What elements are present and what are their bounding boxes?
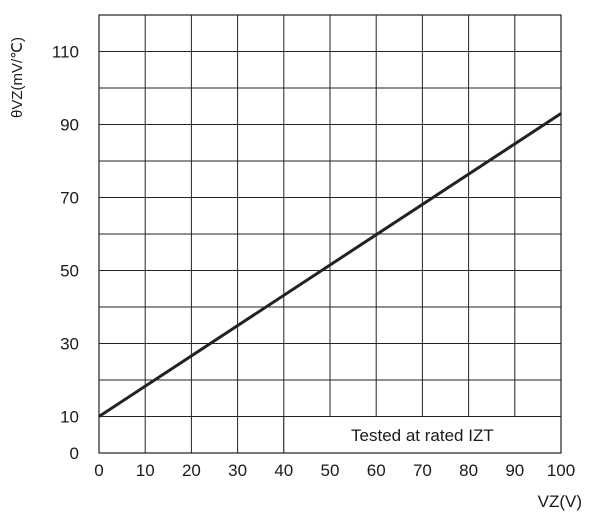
y-tick-label: 90 <box>60 116 79 135</box>
x-tick-label: 70 <box>413 461 432 480</box>
x-tick-label: 10 <box>136 461 155 480</box>
annotation-text: Tested at rated IZT <box>351 426 494 445</box>
y-tick-label: 10 <box>60 408 79 427</box>
y-tick-label: 0 <box>70 444 79 463</box>
annotation-box <box>283 416 562 454</box>
annotation-box-rect <box>283 416 562 454</box>
plot-frame <box>98 14 562 454</box>
x-tick-label: 80 <box>459 461 478 480</box>
y-tick-label: 70 <box>60 189 79 208</box>
y-tick-label: 30 <box>60 335 79 354</box>
x-tick-labels: 0 10 20 30 40 50 60 70 80 90 100 <box>94 461 575 480</box>
x-tick-label: 40 <box>274 461 293 480</box>
x-tick-label: 100 <box>547 461 575 480</box>
x-axis-label: VZ(V) <box>538 492 582 511</box>
series-line-0 <box>98 112 562 418</box>
series-layer <box>98 112 562 418</box>
y-axis-label: θVZ(mV/℃) <box>9 37 26 118</box>
y-tick-label: 50 <box>60 262 79 281</box>
x-tick-label: 0 <box>94 461 103 480</box>
x-tick-label: 50 <box>321 461 340 480</box>
x-tick-label: 20 <box>182 461 201 480</box>
y-tick-label: 110 <box>52 43 79 62</box>
grid <box>99 15 561 453</box>
x-tick-label: 90 <box>505 461 524 480</box>
y-tick-labels: 0 10 30 50 70 90 110 <box>52 43 79 464</box>
x-tick-label: 60 <box>367 461 386 480</box>
x-tick-label: 30 <box>228 461 247 480</box>
